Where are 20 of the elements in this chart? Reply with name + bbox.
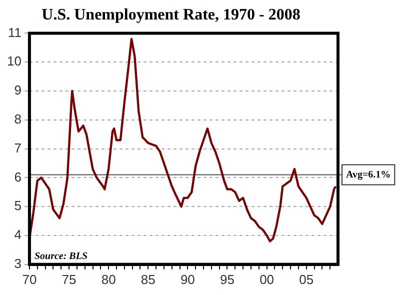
y-tick-label: 7 bbox=[14, 140, 22, 156]
y-tick-label: 9 bbox=[14, 82, 22, 98]
y-tick-label: 8 bbox=[14, 111, 22, 126]
ref-line-label: Avg=6.1% bbox=[346, 169, 391, 180]
y-tick-label: 4 bbox=[14, 227, 22, 242]
annotation: Source: BLS bbox=[34, 250, 88, 262]
y-tick-label: 6 bbox=[14, 169, 22, 184]
y-tick-label: 10 bbox=[6, 54, 22, 69]
x-tick-label: 95 bbox=[220, 272, 234, 287]
x-tick-label: 70 bbox=[22, 272, 37, 287]
y-tick-label: 3 bbox=[14, 256, 22, 271]
x-tick-label: 75 bbox=[62, 272, 76, 287]
x-tick-label: 80 bbox=[101, 272, 116, 287]
y-tick-label: 5 bbox=[14, 198, 22, 214]
x-tick-label: 85 bbox=[140, 272, 156, 287]
chart-title: U.S. Unemployment Rate, 1970 - 2008 bbox=[42, 6, 300, 24]
x-tick-label: 90 bbox=[180, 272, 195, 287]
y-tick-label: 11 bbox=[8, 24, 22, 40]
x-tick-label: 05 bbox=[299, 272, 314, 287]
x-tick-label: 00 bbox=[260, 272, 274, 287]
